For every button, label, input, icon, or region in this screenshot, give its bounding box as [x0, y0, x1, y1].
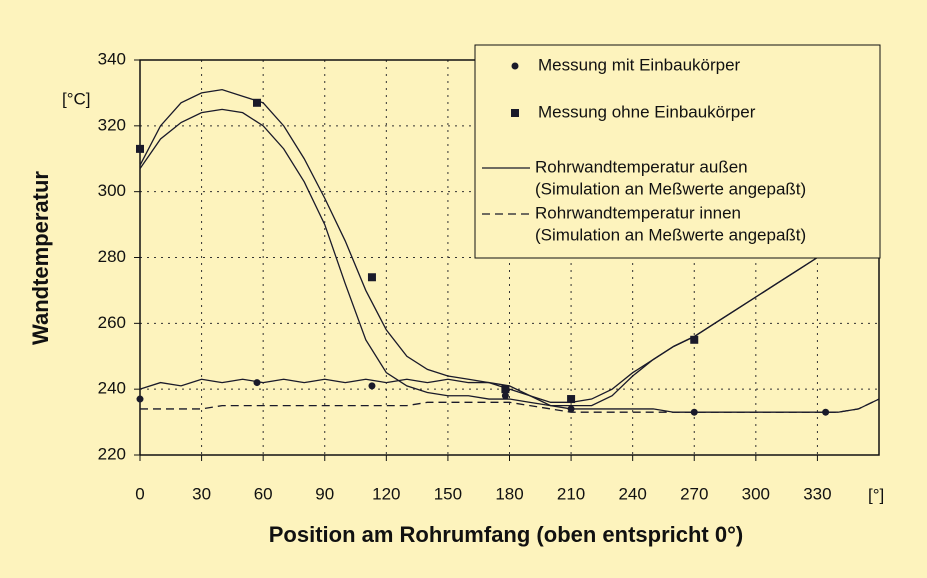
x-tick-label: 210	[557, 484, 585, 503]
marker	[690, 335, 699, 344]
x-unit: [°]	[868, 485, 884, 504]
y-tick-label: 240	[98, 379, 126, 398]
marker	[136, 395, 144, 403]
x-tick-label: 240	[618, 484, 646, 503]
x-tick-label: 270	[680, 484, 708, 503]
x-tick-label: 30	[192, 484, 211, 503]
legend-note: (Simulation an Meßwerte angepaßt)	[535, 179, 806, 198]
marker	[253, 379, 261, 387]
marker	[690, 408, 698, 416]
marker	[501, 385, 510, 394]
marker	[253, 98, 262, 107]
legend-label: Messung ohne Einbaukörper	[538, 102, 756, 121]
x-tick-label: 120	[372, 484, 400, 503]
legend-label: Rohrwandtemperatur außen	[535, 157, 748, 176]
marker	[567, 395, 576, 404]
marker	[367, 273, 376, 282]
marker	[822, 408, 830, 416]
y-tick-label: 340	[98, 49, 126, 68]
legend-marker	[511, 109, 519, 117]
x-tick-label: 330	[803, 484, 831, 503]
marker	[368, 382, 376, 390]
legend-label: Rohrwandtemperatur innen	[535, 203, 741, 222]
marker	[136, 144, 144, 153]
x-tick-label: 300	[742, 484, 770, 503]
y-unit: [°C]	[62, 89, 91, 108]
line	[139, 378, 880, 413]
x-tick-label: 180	[495, 484, 523, 503]
x-axis-label: Position am Rohrumfang (oben entspricht …	[269, 522, 743, 547]
legend-box	[474, 44, 881, 259]
x-tick-label: 150	[434, 484, 462, 503]
line	[139, 108, 818, 407]
marker	[567, 405, 575, 413]
legend-note: (Simulation an Meßwerte angepaßt)	[535, 225, 806, 244]
y-tick-label: 260	[98, 313, 126, 332]
legend-marker	[511, 62, 519, 70]
marker	[501, 392, 509, 400]
y-tick-label: 220	[98, 444, 126, 463]
y-tick-label: 320	[98, 115, 126, 134]
x-tick-label: 0	[135, 484, 144, 503]
y-tick-label: 280	[98, 247, 126, 266]
y-tick-label: 300	[98, 181, 126, 200]
y-axis-label: Wandtemperatur	[28, 171, 53, 345]
legend-label: Messung mit Einbaukörper	[538, 55, 741, 74]
x-tick-label: 60	[254, 484, 273, 503]
x-tick-label: 90	[315, 484, 334, 503]
